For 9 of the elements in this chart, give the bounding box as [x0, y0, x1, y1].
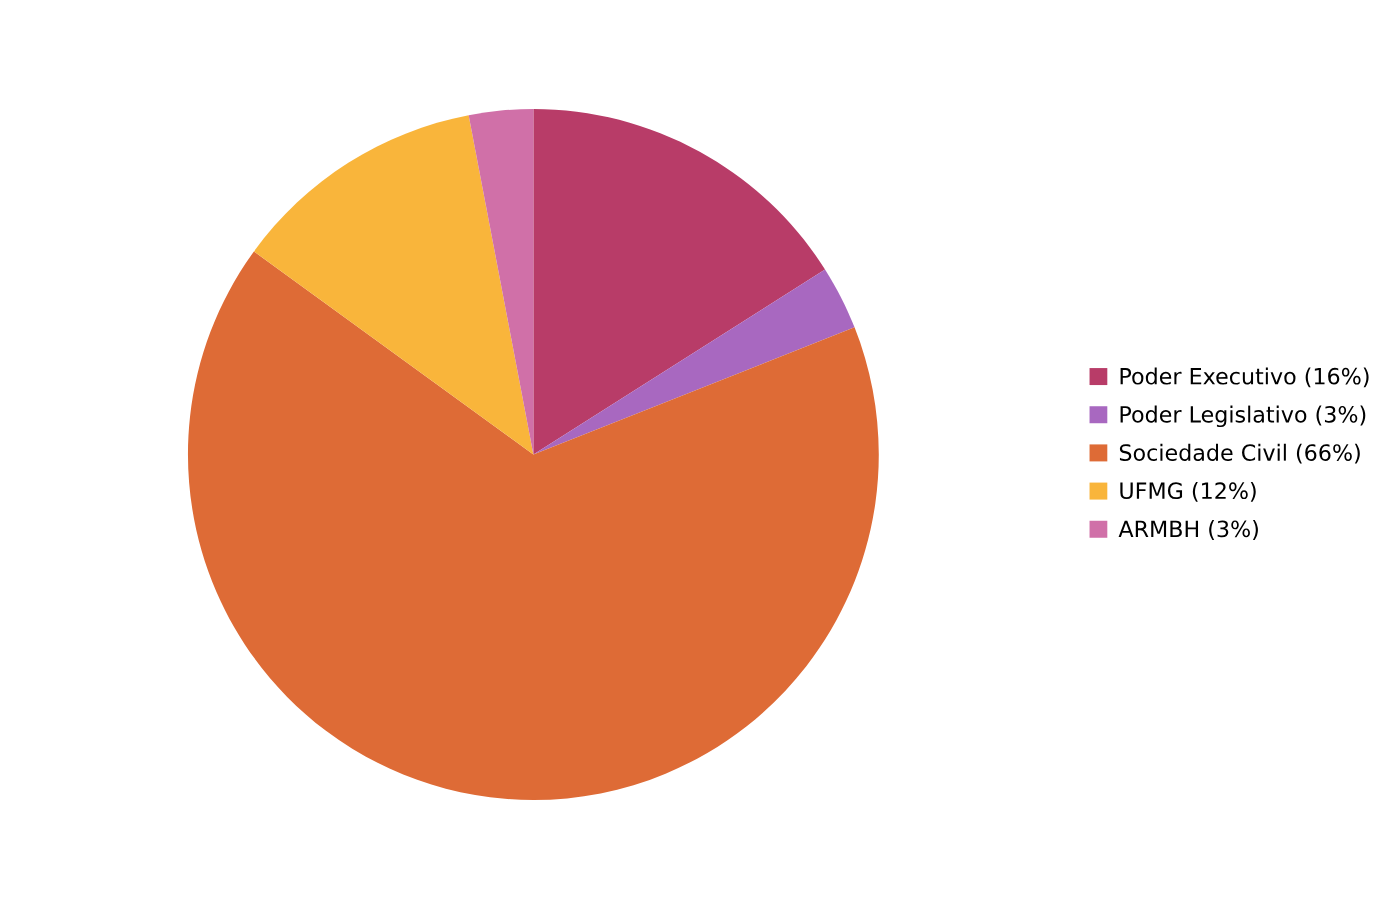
pie-slice: [188, 251, 879, 800]
legend-label: Poder Executivo (16%): [1120, 367, 1369, 388]
pie-slice: [253, 115, 534, 455]
legend-label: Poder Legislativo (3%): [1120, 405, 1366, 428]
pie-slice: [533, 269, 855, 455]
pie-slice: [533, 109, 826, 455]
legend-label: UFMG (12%): [1120, 481, 1256, 502]
legend-label: Sociedade Civil (66%): [1119, 443, 1360, 464]
legend-label: ARMBH (3%): [1118, 520, 1258, 540]
